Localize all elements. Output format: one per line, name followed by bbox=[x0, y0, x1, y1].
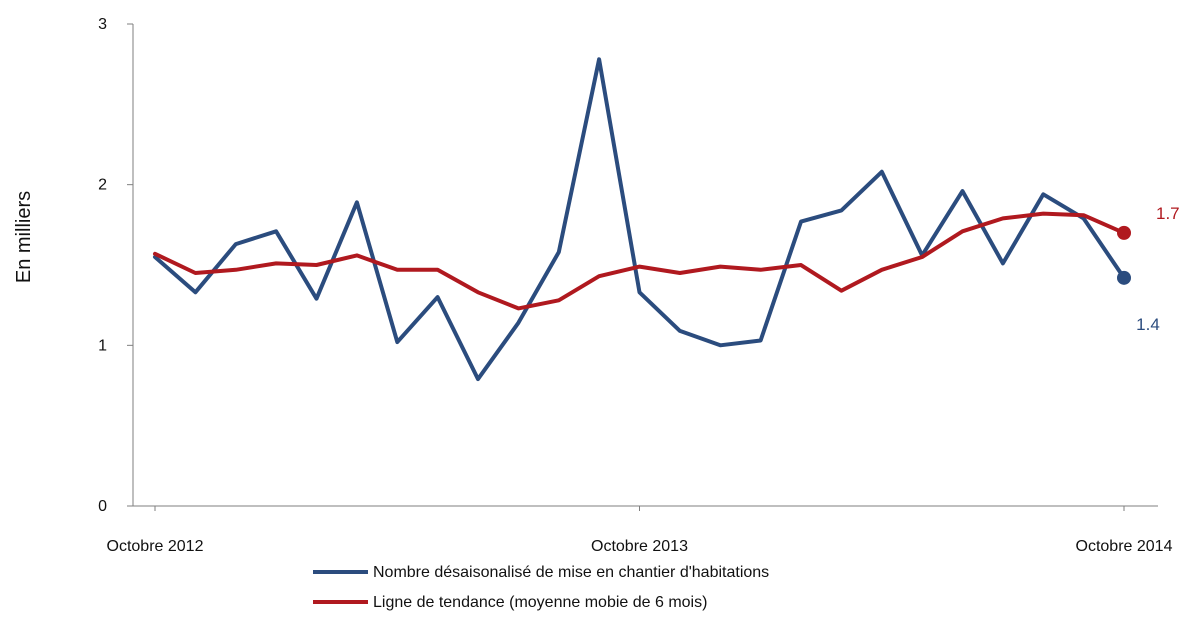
y-tick-label: 1 bbox=[98, 337, 107, 354]
series-end-label-1: 1.4 bbox=[1136, 315, 1160, 334]
axes bbox=[132, 24, 1158, 507]
x-tick-label: Octobre 2014 bbox=[1076, 538, 1173, 555]
series-end-point-2 bbox=[1117, 225, 1131, 240]
y-tick-label: 0 bbox=[98, 498, 107, 515]
x-tick-label: Octobre 2012 bbox=[107, 538, 204, 555]
x-ticks: Octobre 2012 Octobre 2013 Octobre 2014 bbox=[107, 506, 1173, 555]
y-tick-label: 3 bbox=[98, 16, 107, 33]
legend: Nombre désaisonalisé de mise en chantier… bbox=[313, 564, 769, 611]
series-line-2 bbox=[153, 211, 1126, 311]
y-ticks: 0 1 2 3 bbox=[98, 16, 133, 515]
y-axis-label: En milliers bbox=[13, 191, 35, 283]
series-end-point-1 bbox=[1117, 270, 1131, 285]
series-group: 1.4 1.7 bbox=[153, 57, 1180, 382]
y-tick-label: 2 bbox=[98, 177, 107, 194]
legend-label-1: Nombre désaisonalisé de mise en chantier… bbox=[373, 564, 769, 581]
series-line-1 bbox=[153, 57, 1126, 382]
x-tick-label: Octobre 2013 bbox=[591, 538, 688, 555]
legend-label-2: Ligne de tendance (moyenne mobie de 6 mo… bbox=[373, 594, 707, 611]
series-end-label-2: 1.7 bbox=[1156, 204, 1180, 223]
